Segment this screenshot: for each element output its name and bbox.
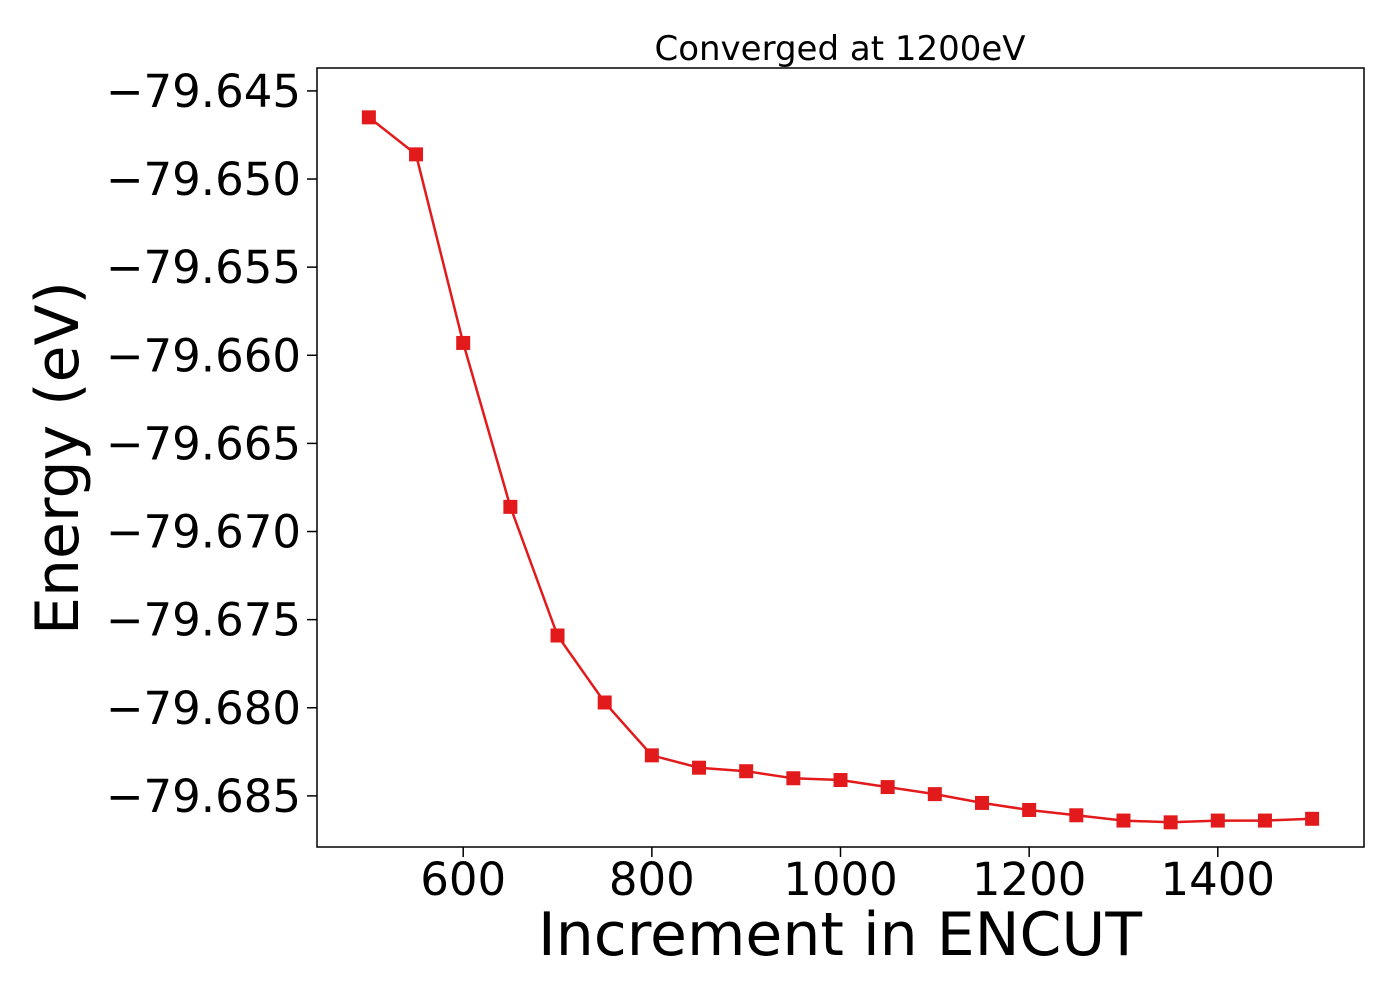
data-point [880, 780, 895, 795]
data-point [1022, 802, 1037, 817]
data-point [1163, 815, 1178, 830]
x-tick-label: 1400 [1161, 853, 1276, 906]
data-point [833, 773, 848, 788]
chart-title: Converged at 1200eV [654, 29, 1025, 69]
x-tick-label: 600 [420, 853, 506, 906]
y-tick-label: −79.655 [106, 241, 301, 294]
x-tick-label: 1200 [972, 853, 1087, 906]
data-point [1305, 811, 1320, 826]
data-point [456, 335, 471, 350]
x-tick-label: 1000 [783, 853, 898, 906]
y-axis: −79.645 −79.650 −79.655 −79.660 −79.665 −79.6… [106, 65, 317, 823]
data-point [692, 760, 707, 775]
y-tick-label: −79.670 [106, 506, 301, 559]
y-tick-label: −79.650 [106, 153, 301, 206]
data-point [739, 764, 754, 779]
y-tick-label: −79.665 [106, 417, 301, 470]
y-tick-label: −79.680 [106, 682, 301, 735]
data-point [1069, 808, 1084, 823]
x-axis-label: Increment in ENCUT [538, 900, 1142, 970]
data-point [974, 795, 989, 810]
data-point [1210, 813, 1225, 828]
y-tick-label: −79.660 [106, 329, 301, 382]
x-tick-label: 800 [609, 853, 695, 906]
series-layer [361, 110, 1320, 830]
data-point [644, 748, 659, 763]
data-point [1257, 813, 1272, 828]
series-line [368, 116, 1313, 824]
data-point [786, 771, 801, 786]
data-point [409, 147, 424, 162]
data-point [597, 695, 612, 710]
y-tick-label: −79.645 [106, 65, 301, 118]
data-point [1116, 813, 1131, 828]
axes-frame [316, 67, 1365, 848]
plot-area [316, 67, 1365, 848]
y-tick-label: −79.675 [106, 594, 301, 647]
data-point [550, 628, 565, 643]
data-point [503, 499, 518, 514]
data-point [361, 110, 376, 125]
y-axis-label: Energy (eV) [23, 281, 93, 635]
y-tick-label: −79.685 [106, 770, 301, 823]
data-point [927, 787, 942, 802]
x-axis: 600 800 1000 1200 1400 [420, 847, 1275, 906]
